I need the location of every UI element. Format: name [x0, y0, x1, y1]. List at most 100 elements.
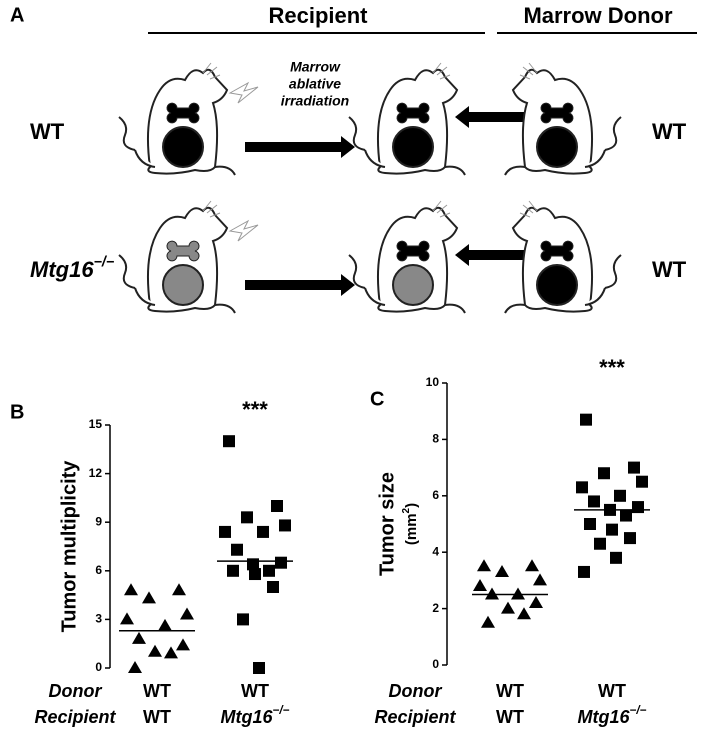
y-tick-label: 6 [95, 563, 102, 577]
bone [166, 240, 200, 262]
point [598, 467, 610, 480]
diagram: WT WT Mtg16−/− WT [30, 62, 687, 314]
point [632, 501, 644, 514]
irradiation-label: ablative [289, 76, 341, 92]
point [624, 532, 636, 545]
row-label: Donor [49, 681, 103, 701]
mouse [348, 200, 466, 314]
point [237, 613, 249, 626]
mouse [118, 62, 236, 176]
irradiation-label: Marrow [290, 59, 341, 75]
row-label: WT [30, 119, 65, 144]
point [279, 519, 291, 532]
lightning [229, 82, 259, 104]
point [231, 543, 243, 556]
x-tick-label-base: Mtg16 [221, 707, 274, 727]
point [588, 495, 600, 508]
x-tick-label-base: WT [143, 707, 171, 727]
x-tick-label: WT [496, 681, 524, 701]
row-label-base: WT [30, 119, 65, 144]
point [529, 595, 543, 608]
mouse [504, 62, 622, 176]
point [477, 559, 491, 572]
bone [396, 240, 430, 262]
x-tick-label-base: Mtg16 [578, 707, 631, 727]
point [241, 511, 253, 524]
x-tick-label: WT [598, 681, 626, 701]
y-tick-label: 2 [432, 601, 439, 615]
y-tick-label: 0 [95, 660, 102, 674]
y-tick-label: 6 [432, 488, 439, 502]
x-tick-label: Mtg16−/− [578, 704, 647, 727]
bone [166, 102, 200, 124]
x-tick-label-sup: −/− [273, 704, 290, 717]
x-tick-label: WT [143, 681, 171, 701]
point [501, 601, 515, 614]
row-label: Mtg16−/− [30, 254, 115, 282]
y-tick-label: 9 [95, 514, 102, 528]
y-axis-unit: (mm2) [401, 503, 420, 545]
x-tick-label-base: WT [496, 707, 524, 727]
donor-label: WT [652, 119, 687, 144]
point [142, 591, 156, 604]
point [628, 461, 640, 474]
point [533, 573, 547, 586]
significance: *** [242, 397, 268, 422]
unit: (mm [403, 513, 420, 545]
point [614, 489, 626, 502]
row-label-base: Mtg16 [30, 257, 94, 282]
y-tick-label: 10 [426, 375, 440, 389]
bone [540, 240, 574, 262]
point [219, 525, 231, 538]
point [473, 579, 487, 592]
point [172, 583, 186, 596]
bone [396, 102, 430, 124]
point [481, 615, 495, 628]
arrow [455, 106, 530, 128]
significance: *** [599, 355, 625, 380]
belly [162, 126, 204, 168]
unit-close: ) [403, 503, 420, 508]
point [511, 587, 525, 600]
y-axis-label: Tumor multiplicity [58, 460, 80, 633]
point [576, 481, 588, 494]
point [517, 607, 531, 620]
donor-header: Marrow Donor [523, 3, 673, 28]
point [176, 638, 190, 651]
y-tick-label: 3 [95, 612, 102, 626]
point [275, 556, 287, 569]
panel-label: C [370, 388, 384, 410]
point [580, 413, 592, 426]
point [495, 564, 509, 577]
donor-label: WT [652, 257, 687, 282]
y-tick-label: 8 [432, 432, 439, 446]
row-label: Recipient [34, 707, 116, 727]
point [223, 435, 235, 448]
y-tick-label: 0 [432, 657, 439, 671]
point [271, 500, 283, 512]
point [148, 644, 162, 657]
point [257, 525, 269, 538]
recipient-header: Recipient [268, 3, 368, 28]
x-tick-label: WT [496, 707, 524, 727]
mouse [348, 62, 466, 176]
row-label: Recipient [374, 707, 456, 727]
row-label-sup: −/− [94, 254, 115, 270]
mouse [504, 200, 622, 314]
belly [392, 264, 434, 306]
arrow [455, 244, 530, 266]
point [253, 662, 265, 674]
arrow [245, 136, 355, 158]
point [180, 607, 194, 620]
point [267, 581, 279, 593]
x-tick-label: WT [241, 681, 269, 701]
point [578, 565, 590, 578]
panel-label: B [10, 401, 24, 423]
belly [392, 126, 434, 168]
belly [536, 126, 578, 168]
lightning [229, 220, 259, 242]
point [263, 564, 275, 577]
unit-sup: 2 [401, 507, 412, 513]
y-tick-label: 12 [89, 466, 103, 480]
